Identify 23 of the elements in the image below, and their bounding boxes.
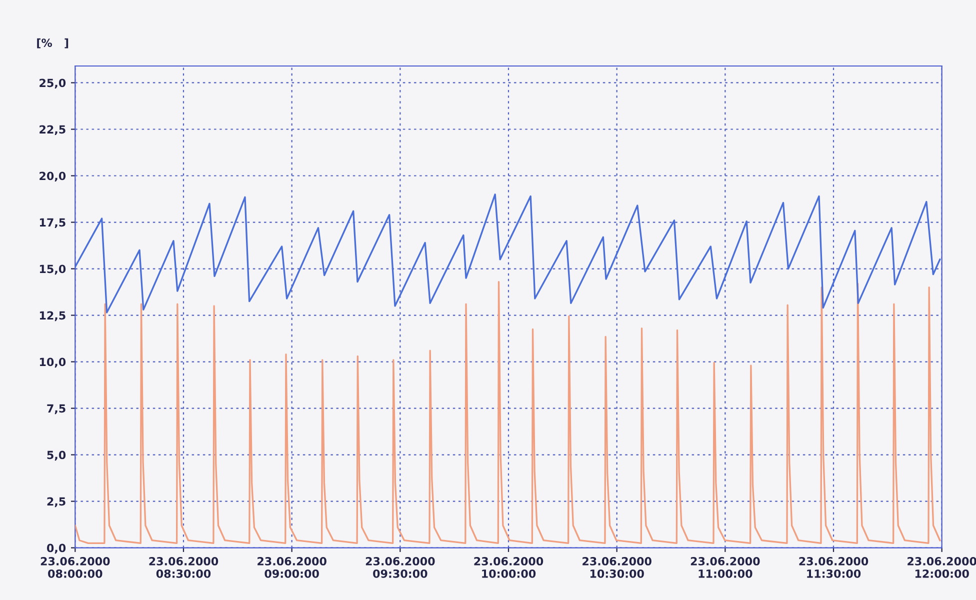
line-series <box>75 194 941 314</box>
y-tick-label: 10,0 <box>40 358 66 368</box>
x-tick-label: 23.06.2000 11:00:00 <box>690 557 760 578</box>
x-tick-label: 23.06.2000 08:30:00 <box>149 557 218 578</box>
line-series <box>75 280 941 544</box>
y-tick-label: 25,0 <box>40 78 66 89</box>
y-tick-label: 7,5 <box>47 404 66 414</box>
x-tick-label: 23.06.2000 11:30:00 <box>799 557 868 578</box>
x-tick-label: 23.06.2000 08:00:00 <box>40 557 110 578</box>
x-tick-label: 23.06.2000 09:00:00 <box>258 557 326 578</box>
y-axis-title: [% ] <box>37 38 68 48</box>
y-tick-label: 20,0 <box>40 172 66 182</box>
x-tick-label: 23.06.2000 10:30:00 <box>582 557 652 578</box>
y-tick-label: 0,0 <box>46 544 66 554</box>
y-tick-label: 22,5 <box>40 125 66 136</box>
x-tick-label: 23.06.2000 12:00:00 <box>908 557 976 578</box>
y-tick-label: 5,0 <box>47 450 66 461</box>
y-tick-label: 15,0 <box>40 264 66 275</box>
y-tick-label: 2,5 <box>47 497 66 508</box>
x-tick-label: 23.06.2000 09:30:00 <box>366 557 435 578</box>
y-tick-label: 17,5 <box>40 218 66 228</box>
x-tick-label: 23.06.2000 10:00:00 <box>474 557 544 578</box>
y-tick-label: 12,5 <box>40 311 66 322</box>
